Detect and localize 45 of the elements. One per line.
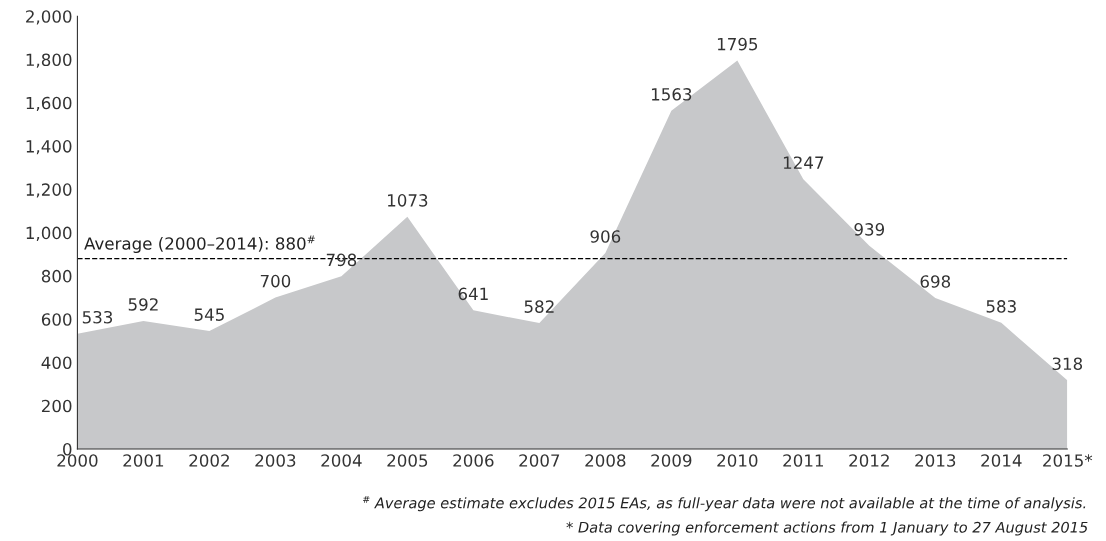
data-label: 1073 — [388, 194, 428, 207]
x-tick-label: 2002 — [189, 454, 229, 467]
y-tick-label: 1,200 — [26, 183, 72, 198]
y-tick-label: 800 — [41, 269, 72, 283]
data-label: 545 — [194, 308, 224, 321]
data-label: 318 — [1052, 357, 1083, 371]
data-label: 939 — [854, 223, 885, 236]
x-tick-label: 2003 — [255, 454, 296, 467]
y-tick-label: 600 — [41, 313, 72, 326]
ref-line-label: Average (2000–2014): 880# — [84, 235, 315, 254]
x-tick-label: 2006 — [453, 454, 494, 467]
x-tick-label: 2012 — [849, 454, 889, 467]
x-tick-label: 2007 — [519, 454, 560, 467]
x-tick-label: 2015* — [1043, 454, 1093, 467]
data-label: 1563 — [651, 88, 692, 101]
text: * Data covering enforcement actions from 1 January to 27 August 2015 — [566, 521, 1088, 536]
x-tick-label: 2010 — [717, 454, 758, 467]
y-tick-label: 400 — [41, 356, 72, 370]
text: # Average estimate excludes 2015 EAs, as full-year data were not available at the time of analysis. — [362, 495, 1086, 512]
y-tick-label: 1,400 — [26, 140, 72, 155]
x-tick-label: 2000 — [57, 454, 98, 467]
y-tick-label: 1,800 — [26, 53, 72, 68]
data-label: 906 — [590, 230, 621, 243]
y-tick-label: 0 — [63, 442, 72, 456]
x-tick-label: 2011 — [783, 454, 823, 467]
data-label: 583 — [986, 300, 1016, 313]
data-label: 1247 — [783, 156, 824, 169]
x-tick-label: 2005 — [387, 454, 428, 467]
y-tick-label: 1,000 — [26, 226, 72, 241]
data-label: 1795 — [717, 37, 758, 51]
x-tick-label: 2008 — [585, 454, 626, 467]
data-label: 582 — [524, 300, 554, 313]
x-tick-label: 2014 — [981, 454, 1022, 467]
data-label: 533 — [82, 310, 113, 324]
x-tick-label: 2009 — [651, 454, 692, 467]
data-label: 641 — [458, 287, 488, 301]
y-tick-label: 2,000 — [26, 10, 72, 25]
x-tick-label: 2004 — [321, 454, 362, 467]
data-label: 698 — [920, 275, 951, 288]
y-tick-label: 1,600 — [26, 96, 72, 112]
x-tick-label: 2013 — [915, 454, 956, 467]
data-label: 592 — [128, 298, 158, 311]
y-tick-label: 200 — [41, 399, 72, 413]
data-label: 700 — [260, 274, 291, 288]
x-tick-label: 2001 — [123, 454, 164, 467]
